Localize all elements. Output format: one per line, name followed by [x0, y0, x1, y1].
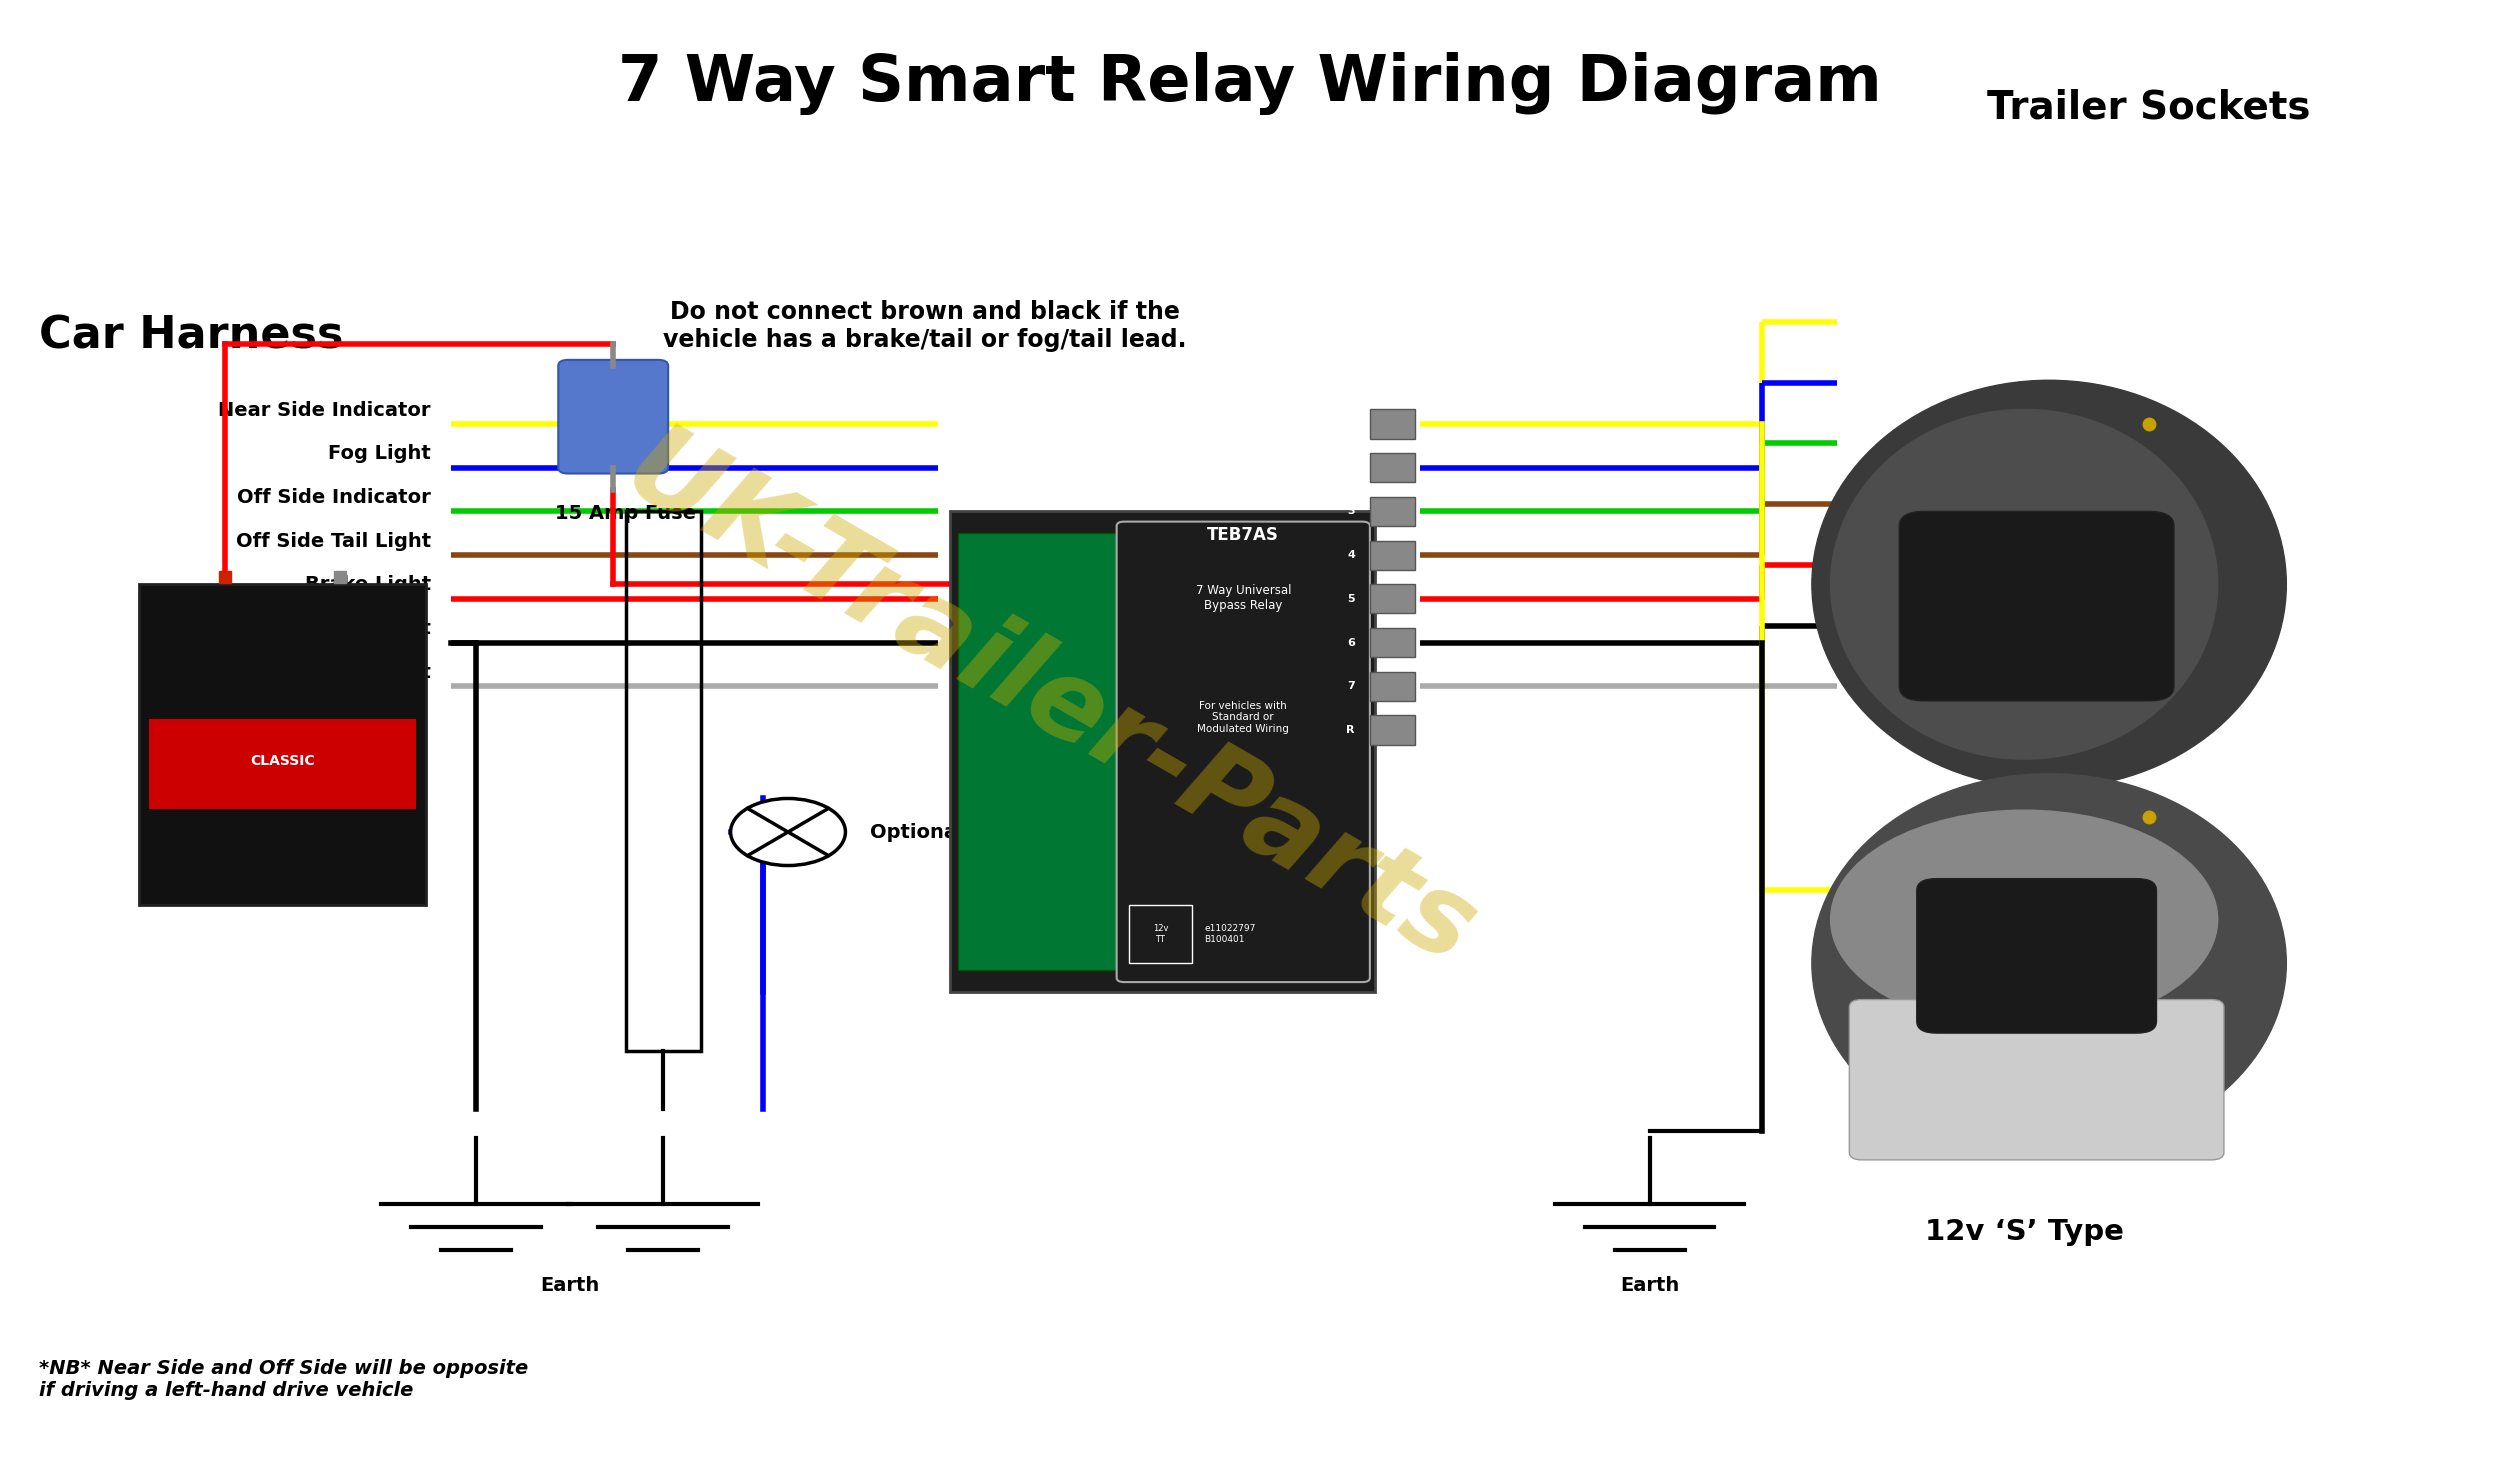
Text: 7 Way Universal
Bypass Relay: 7 Way Universal Bypass Relay	[1195, 584, 1290, 612]
FancyBboxPatch shape	[558, 359, 668, 473]
Text: 4: 4	[1348, 550, 1355, 561]
FancyBboxPatch shape	[1370, 409, 1415, 438]
Text: TEB7AS: TEB7AS	[1208, 526, 1280, 545]
Text: Earth: Earth	[540, 1276, 600, 1295]
Ellipse shape	[1830, 810, 2218, 1029]
Text: 15 Amp Fuse: 15 Amp Fuse	[555, 504, 695, 523]
FancyBboxPatch shape	[1370, 715, 1415, 745]
Ellipse shape	[1812, 380, 2288, 788]
Text: Reverse Light: Reverse Light	[280, 663, 430, 682]
Text: Brake Light: Brake Light	[305, 575, 430, 594]
Text: 1: 1	[1348, 419, 1355, 429]
Text: Near Side Tail Light: Near Side Tail Light	[217, 619, 430, 638]
Text: CLASSIC: CLASSIC	[250, 753, 315, 768]
Text: Do not connect brown and black if the
vehicle has a brake/tail or fog/tail lead.: Do not connect brown and black if the ve…	[662, 301, 1188, 352]
Text: Car Harness: Car Harness	[40, 315, 342, 358]
FancyBboxPatch shape	[1370, 584, 1415, 613]
Text: Fog Light: Fog Light	[328, 444, 430, 463]
Text: Off Side Indicator: Off Side Indicator	[238, 488, 430, 507]
FancyBboxPatch shape	[1370, 628, 1415, 657]
FancyBboxPatch shape	[1918, 879, 2158, 1034]
Text: 3: 3	[1348, 507, 1355, 517]
Text: 7 Way Smart Relay Wiring Diagram: 7 Way Smart Relay Wiring Diagram	[618, 53, 1882, 115]
FancyBboxPatch shape	[1370, 672, 1415, 701]
Text: e11022797
B100401: e11022797 B100401	[1205, 924, 1255, 943]
Text: 12v ‘S’ Type: 12v ‘S’ Type	[1925, 1218, 2122, 1247]
FancyBboxPatch shape	[950, 511, 1375, 993]
Text: 12v ‘N’ Type: 12v ‘N’ Type	[1922, 832, 2125, 860]
Ellipse shape	[1812, 774, 2288, 1152]
FancyBboxPatch shape	[1850, 1000, 2225, 1159]
Text: *NB* Near Side and Off Side will be opposite
if driving a left-hand drive vehicl: *NB* Near Side and Off Side will be oppo…	[40, 1359, 528, 1400]
FancyBboxPatch shape	[148, 718, 415, 809]
Text: 7: 7	[1348, 682, 1355, 691]
FancyBboxPatch shape	[1370, 540, 1415, 569]
FancyBboxPatch shape	[958, 533, 1120, 971]
Ellipse shape	[1830, 409, 2218, 759]
FancyBboxPatch shape	[1118, 521, 1370, 983]
FancyBboxPatch shape	[1370, 453, 1415, 482]
Text: Trailer Sockets: Trailer Sockets	[1988, 89, 2310, 127]
FancyBboxPatch shape	[1900, 511, 2175, 701]
Text: R: R	[1348, 726, 1355, 734]
Text: 6: 6	[1348, 638, 1355, 648]
FancyBboxPatch shape	[1370, 496, 1415, 526]
Text: For vehicles with
Standard or
Modulated Wiring: For vehicles with Standard or Modulated …	[1198, 701, 1290, 734]
Text: Optional Dashboard Light: Optional Dashboard Light	[870, 822, 1152, 841]
Text: 2: 2	[1348, 463, 1355, 473]
Circle shape	[730, 799, 845, 866]
Text: Off Side Tail Light: Off Side Tail Light	[235, 531, 430, 550]
Text: 5: 5	[1348, 594, 1355, 604]
Text: Earth: Earth	[1620, 1276, 1680, 1295]
Text: UK-Trailer-Parts: UK-Trailer-Parts	[608, 415, 1492, 987]
FancyBboxPatch shape	[138, 584, 425, 905]
Text: Near Side Indicator: Near Side Indicator	[217, 400, 430, 419]
Text: 12v
TT: 12v TT	[1152, 924, 1168, 943]
